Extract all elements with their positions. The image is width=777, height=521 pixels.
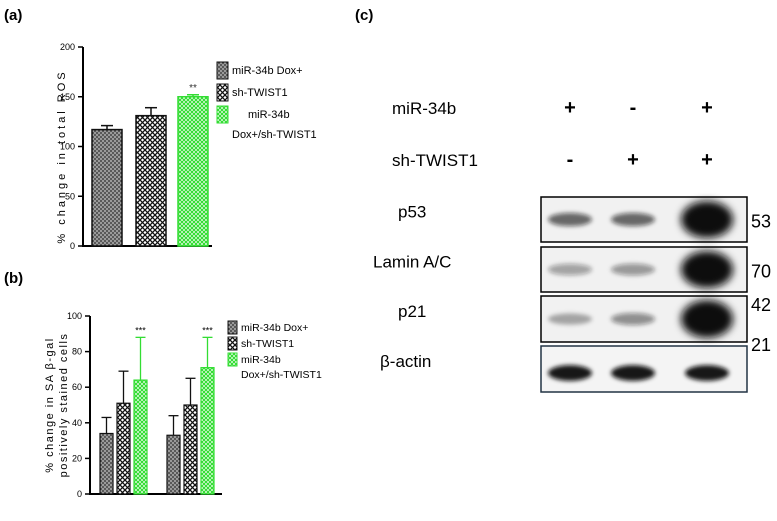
molecular-weight-label: 21: [751, 335, 771, 355]
blot-band: [681, 201, 733, 238]
chart-a: 0 50 100 150 200 % change in total ROS ** miR-3…: [56, 42, 317, 251]
y-tick-label: 0: [77, 489, 82, 499]
condition-label: sh-TWIST1: [392, 151, 478, 170]
bar: [177, 96, 209, 247]
y-tick-label: 0: [70, 241, 75, 251]
bar: [99, 432, 114, 495]
condition-sign: +: [701, 149, 713, 171]
y-tick-label: 80: [72, 347, 82, 357]
blot-band: [611, 365, 655, 381]
condition-sign: -: [567, 149, 574, 171]
bar: [116, 402, 131, 495]
legend-label: miR-34b: [241, 354, 281, 366]
protein-label: p21: [398, 302, 426, 321]
blot-band: [681, 300, 733, 338]
blot-band: [611, 212, 655, 227]
bar: [200, 367, 215, 495]
y-tick-label: 20: [72, 453, 82, 463]
blot-band: [611, 312, 655, 326]
chart-b: 0 20 40 60 80 100 % change in SA β-gal positive…: [44, 311, 322, 499]
molecular-weight-label: 42: [751, 295, 771, 315]
y-tick-label: 50: [65, 191, 75, 201]
legend-swatch: [216, 105, 229, 124]
y-tick-label: 100: [67, 311, 82, 321]
western-blot: miR-34b + - + sh-TWIST1 - + + p53 53 Lamin A/C 70 p2…: [373, 97, 771, 393]
blot-band: [548, 263, 592, 276]
significance-marker: ***: [202, 325, 213, 335]
panel-label-c: (c): [355, 7, 373, 24]
blot-band: [548, 313, 592, 325]
y-tick-label: 40: [72, 418, 82, 428]
condition-sign: +: [701, 97, 713, 119]
protein-label: p53: [398, 203, 426, 222]
legend-label: miR-34b Dox+: [232, 65, 303, 77]
legend-swatch: [227, 352, 238, 367]
bar: [135, 114, 167, 247]
protein-label: β-actin: [380, 352, 431, 371]
panel-label-b: (b): [4, 270, 23, 287]
legend-swatch: [227, 320, 238, 335]
condition-sign: -: [630, 97, 637, 119]
bar: [166, 434, 181, 495]
legend-swatch: [216, 83, 229, 102]
y-axis-label: % change in SA β-gal: [44, 337, 56, 472]
blot-band: [548, 365, 592, 381]
blot-band: [548, 212, 592, 227]
condition-sign: +: [627, 149, 639, 171]
panel-label-a: (a): [4, 7, 22, 24]
blot-band: [611, 263, 655, 276]
legend-label: miR-34b Dox+: [241, 322, 308, 334]
blot-band: [685, 365, 729, 381]
significance-marker: ***: [135, 325, 146, 335]
significance-marker: **: [189, 83, 197, 94]
condition-sign: +: [564, 97, 576, 119]
y-tick-label: 200: [60, 42, 75, 52]
y-axis-label: positively stained cells: [58, 333, 70, 478]
legend-swatch: [216, 61, 229, 80]
legend-label: Dox+/sh-TWIST1: [241, 369, 322, 381]
legend-label: sh-TWIST1: [232, 87, 288, 99]
bar: [183, 404, 198, 495]
protein-label: Lamin A/C: [373, 253, 451, 272]
bar: [91, 128, 123, 247]
molecular-weight-label: 53: [751, 212, 771, 232]
y-axis-label: % change in total ROS: [56, 69, 68, 243]
y-tick-label: 100: [60, 142, 75, 152]
bar: [133, 379, 148, 495]
condition-label: miR-34b: [392, 99, 456, 118]
blot-band: [681, 251, 733, 288]
y-tick-label: 60: [72, 382, 82, 392]
y-tick-label: 150: [60, 92, 75, 102]
legend-label: miR-34b: [248, 109, 290, 121]
molecular-weight-label: 70: [751, 262, 771, 282]
legend-label: sh-TWIST1: [241, 338, 294, 350]
legend-swatch: [227, 336, 238, 351]
legend-label: Dox+/sh-TWIST1: [232, 129, 317, 141]
